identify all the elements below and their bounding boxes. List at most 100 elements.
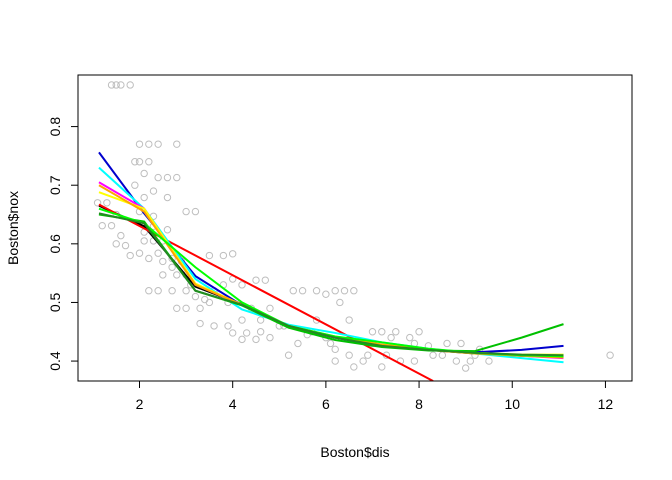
x-axis: 2 4 6 8 10 12 [136,380,614,412]
data-point [163,193,172,202]
data-point [173,140,181,148]
x-axis-label: Boston$dis [320,444,389,460]
data-point [154,173,162,182]
data-point [182,304,190,313]
data-point [173,271,181,279]
data-point [145,254,153,263]
data-point [145,287,153,295]
y-tick-label: 0.8 [47,117,63,137]
data-point [135,140,144,148]
data-point [284,351,293,359]
y-tick-label: 0.4 [47,351,63,371]
data-point [98,221,106,230]
data-point [252,276,260,284]
data-point [392,328,400,336]
data-point [378,328,386,336]
data-point [154,140,162,148]
data-point [107,81,116,89]
data-point [159,271,167,279]
data-point [378,363,386,371]
data-point [252,335,260,344]
data-point [126,251,134,260]
data-point [294,339,302,348]
data-point [457,339,465,348]
data-point [205,298,214,307]
data-point [145,158,153,166]
data-point [121,241,130,250]
fit-line-2 [98,203,434,381]
data-point [350,363,358,371]
data-point [149,187,158,195]
data-point [159,257,167,266]
data-point [364,351,372,359]
data-point [140,169,148,178]
data-point [289,287,297,295]
data-point [466,357,475,365]
data-point [103,199,111,207]
data-point [415,328,423,336]
data-point [429,351,437,359]
data-point [461,364,470,372]
data-point [168,263,176,271]
data-point [93,199,102,207]
data-point [126,81,134,89]
data-point [368,328,377,336]
y-axis-label: Boston$nox [5,191,21,265]
data-point [131,158,139,166]
data-point [228,250,237,258]
data-point [345,316,353,324]
data-point [387,333,395,342]
plot-frame [77,74,633,382]
data-point [331,357,339,365]
data-point [256,316,265,324]
data-point [242,329,251,337]
data-point [173,173,181,182]
data-point [135,158,144,166]
data-point [163,173,172,182]
data-point [331,287,339,295]
x-tick-label: 6 [322,396,330,412]
data-point [331,345,339,354]
data-point [238,335,246,344]
data-point [261,276,270,284]
data-point [238,316,246,324]
data-point [606,351,614,359]
fit-line-6 [98,191,564,356]
fit-line-10 [98,212,564,357]
x-tick-label: 8 [415,396,423,412]
data-point [140,193,148,202]
data-point [112,81,120,89]
fit-lines [98,151,564,381]
data-point [145,140,153,148]
y-tick-label: 0.6 [47,234,63,254]
x-tick-label: 12 [598,396,614,412]
data-point [266,304,274,313]
data-point [135,249,144,257]
data-point [312,287,321,295]
data-point [205,251,214,260]
data-point [336,298,344,307]
data-point [196,319,204,328]
data-point [350,287,358,295]
fit-line-9 [98,207,564,358]
data-point [191,207,200,216]
x-tick-label: 4 [229,396,237,412]
fit-line-8 [98,213,564,353]
y-tick-label: 0.7 [47,175,63,195]
data-point [224,322,232,330]
data-point [266,333,274,342]
data-point [322,290,330,298]
y-axis: 0.4 0.5 0.6 0.7 0.8 [47,117,79,371]
data-points [93,81,614,372]
data-point [154,249,162,257]
data-point [312,316,321,324]
data-point [163,226,172,234]
data-point [340,287,349,295]
data-point [443,339,451,348]
y-tick-label: 0.5 [47,293,63,313]
data-point [228,329,237,337]
data-point [131,181,139,189]
data-point [210,322,218,330]
data-point [438,351,447,359]
data-point [485,357,493,365]
